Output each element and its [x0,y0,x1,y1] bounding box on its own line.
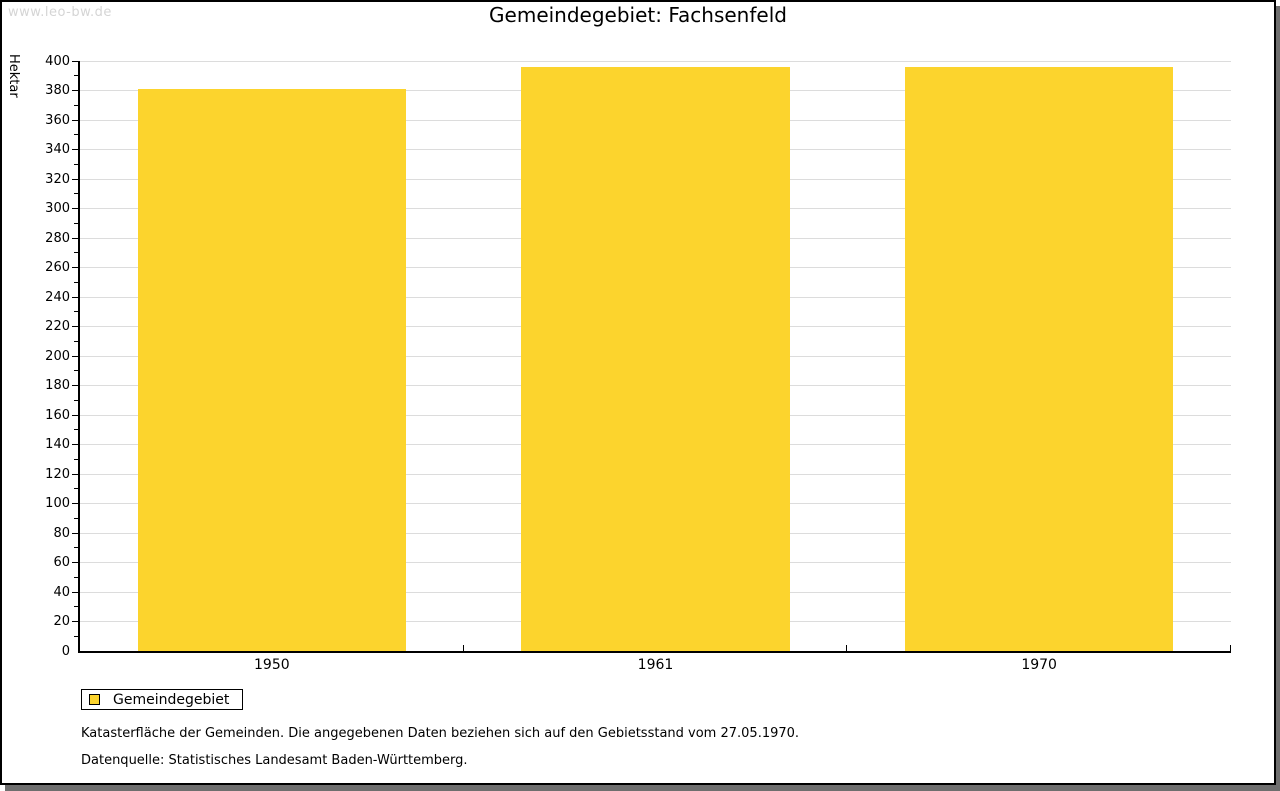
y-minor-tick [74,606,78,608]
y-axis-line [78,61,80,651]
y-major-tick [72,473,78,475]
y-tick-label: 340 [45,142,70,157]
bar-1961 [521,66,790,651]
y-minor-tick [74,517,78,519]
y-minor-tick [74,311,78,313]
y-minor-tick [74,281,78,283]
footnote-source-note: Katasterfläche der Gemeinden. Die angege… [81,726,800,741]
y-major-tick [72,178,78,180]
y-tick-label: 160 [45,407,70,423]
y-minor-tick [74,75,78,77]
y-major-tick [72,267,78,268]
y-major-tick [72,503,78,504]
y-tick-label: 120 [45,466,70,482]
y-tick-label: 400 [45,53,70,69]
y-major-tick [72,119,78,121]
y-tick-label: 0 [61,643,70,659]
y-tick-label: 220 [45,319,70,334]
x-boundary-tick [462,645,464,651]
footnote-data-source: Datenquelle: Statistisches Landesamt Bad… [81,753,468,768]
y-minor-tick [74,222,78,224]
legend-box: Gemeindegebiet [81,689,244,710]
legend-swatch-icon [89,694,100,705]
y-tick-label: 360 [45,112,70,128]
y-major-tick [72,562,78,563]
bar-1970 [904,66,1174,651]
y-minor-tick [74,340,78,342]
y-major-tick [72,591,78,593]
y-major-tick [72,237,78,239]
x-axis-line [78,651,1231,653]
y-major-tick [72,90,78,91]
y-tick-label: 60 [53,555,70,570]
watermark-url: www.leo-bw.de [8,5,112,20]
y-major-tick [72,296,78,298]
y-minor-tick [74,134,78,136]
y-major-tick [72,60,78,62]
y-minor-tick [74,399,78,401]
x-boundary-tick [846,645,848,651]
y-tick-label: 80 [53,525,70,541]
y-tick-label: 180 [45,378,70,393]
y-tick-label: 140 [45,437,70,452]
y-minor-tick [74,458,78,460]
y-minor-tick [74,252,78,254]
y-major-tick [72,532,78,534]
y-tick-label: 240 [45,289,70,305]
y-tick-label: 300 [45,201,70,216]
y-tick-label: 20 [53,614,70,629]
bar-1950 [137,89,407,651]
y-minor-tick [74,429,78,431]
y-major-tick [72,326,78,327]
y-minor-tick [74,576,78,578]
y-major-tick [72,149,78,150]
y-tick-label: 100 [45,496,70,511]
y-axis-title: Hektar [6,54,21,98]
y-major-tick [72,208,78,209]
y-major-tick [72,621,78,622]
y-minor-tick [74,193,78,195]
y-tick-label: 200 [45,348,70,364]
y-gridline [80,60,1231,62]
y-tick-label: 280 [45,230,70,246]
plot-area: 0 20 40 60 80 100 120 140 160 180 200 220 240 260 280 3… [45,55,1231,673]
y-major-tick [72,385,78,386]
x-category-label: 1970 [1021,657,1057,673]
x-category-label: 1950 [254,657,290,673]
y-tick-label: 260 [45,260,70,275]
y-major-tick [72,355,78,357]
x-boundary-tick [1230,645,1231,651]
y-major-tick [72,414,78,416]
y-tick-label: 320 [45,171,70,187]
y-major-tick [72,444,78,445]
y-minor-tick [74,104,78,106]
legend-label: Gemeindegebiet [113,691,230,708]
y-minor-tick [74,370,78,372]
y-minor-tick [74,163,78,165]
x-category-label: 1961 [637,657,674,673]
y-tick-label: 40 [53,584,70,600]
y-tick-label: 380 [45,83,70,98]
chart-title: Gemeindegebiet: Fachsenfeld [489,3,787,27]
y-minor-tick [74,547,78,549]
y-minor-tick [74,635,78,637]
y-minor-tick [74,488,78,490]
